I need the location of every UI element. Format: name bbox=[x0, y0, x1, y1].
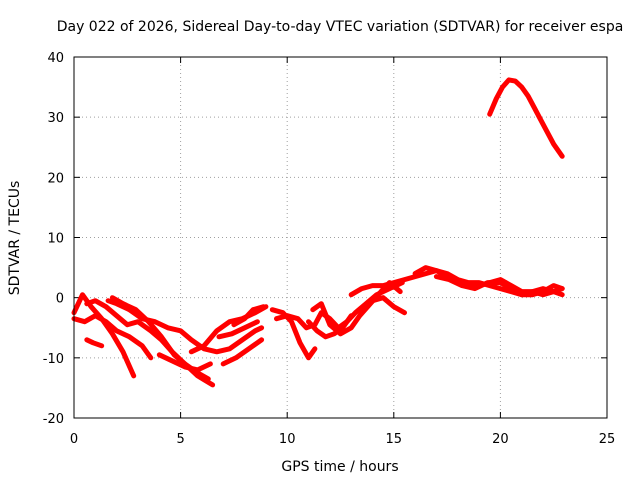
plot-frame bbox=[73, 56, 608, 419]
series-line-sat-s bbox=[433, 274, 565, 298]
x-tick-label: 20 bbox=[492, 432, 509, 447]
y-tick-label: -20 bbox=[43, 412, 64, 427]
series-line-sat-g bbox=[156, 352, 213, 373]
series-line-sat-h bbox=[188, 304, 269, 355]
y-tick-label: 10 bbox=[47, 232, 64, 247]
series-line-sat-n bbox=[306, 313, 354, 340]
data-series bbox=[71, 77, 565, 388]
y-tick-label: 40 bbox=[47, 51, 64, 66]
series-line-sat-p bbox=[370, 295, 407, 316]
series-line-sat-b bbox=[71, 313, 154, 361]
y-tick-label: -10 bbox=[43, 352, 64, 367]
chart-title: Day 022 of 2026, Sidereal Day-to-day VTE… bbox=[57, 19, 624, 35]
x-tick-label: 15 bbox=[386, 432, 403, 447]
y-tick-label: 0 bbox=[56, 292, 64, 307]
series-line-sat-f bbox=[84, 337, 105, 349]
series-line-sat-l bbox=[269, 307, 318, 361]
series-line-sat-j bbox=[231, 304, 267, 328]
series-line-sat-e bbox=[105, 298, 265, 355]
x-tick-label: 10 bbox=[279, 432, 296, 447]
y-axis-label: SDTVAR / TECUs bbox=[7, 181, 23, 296]
x-axis-label: GPS time / hours bbox=[281, 459, 398, 475]
series-line-sat-k bbox=[216, 319, 260, 340]
y-tick-label: 20 bbox=[47, 171, 64, 186]
series-line-sat-i bbox=[220, 337, 265, 367]
tick-labels: 0 5 10 15 20 25 -20 -10 0 10 20 30 40 bbox=[43, 51, 616, 447]
series-line-sat-t bbox=[487, 77, 565, 159]
y-tick-label: 30 bbox=[47, 111, 64, 126]
x-tick-label: 25 bbox=[599, 432, 616, 447]
x-tick-label: 5 bbox=[176, 432, 184, 447]
x-tick-label: 0 bbox=[70, 432, 78, 447]
